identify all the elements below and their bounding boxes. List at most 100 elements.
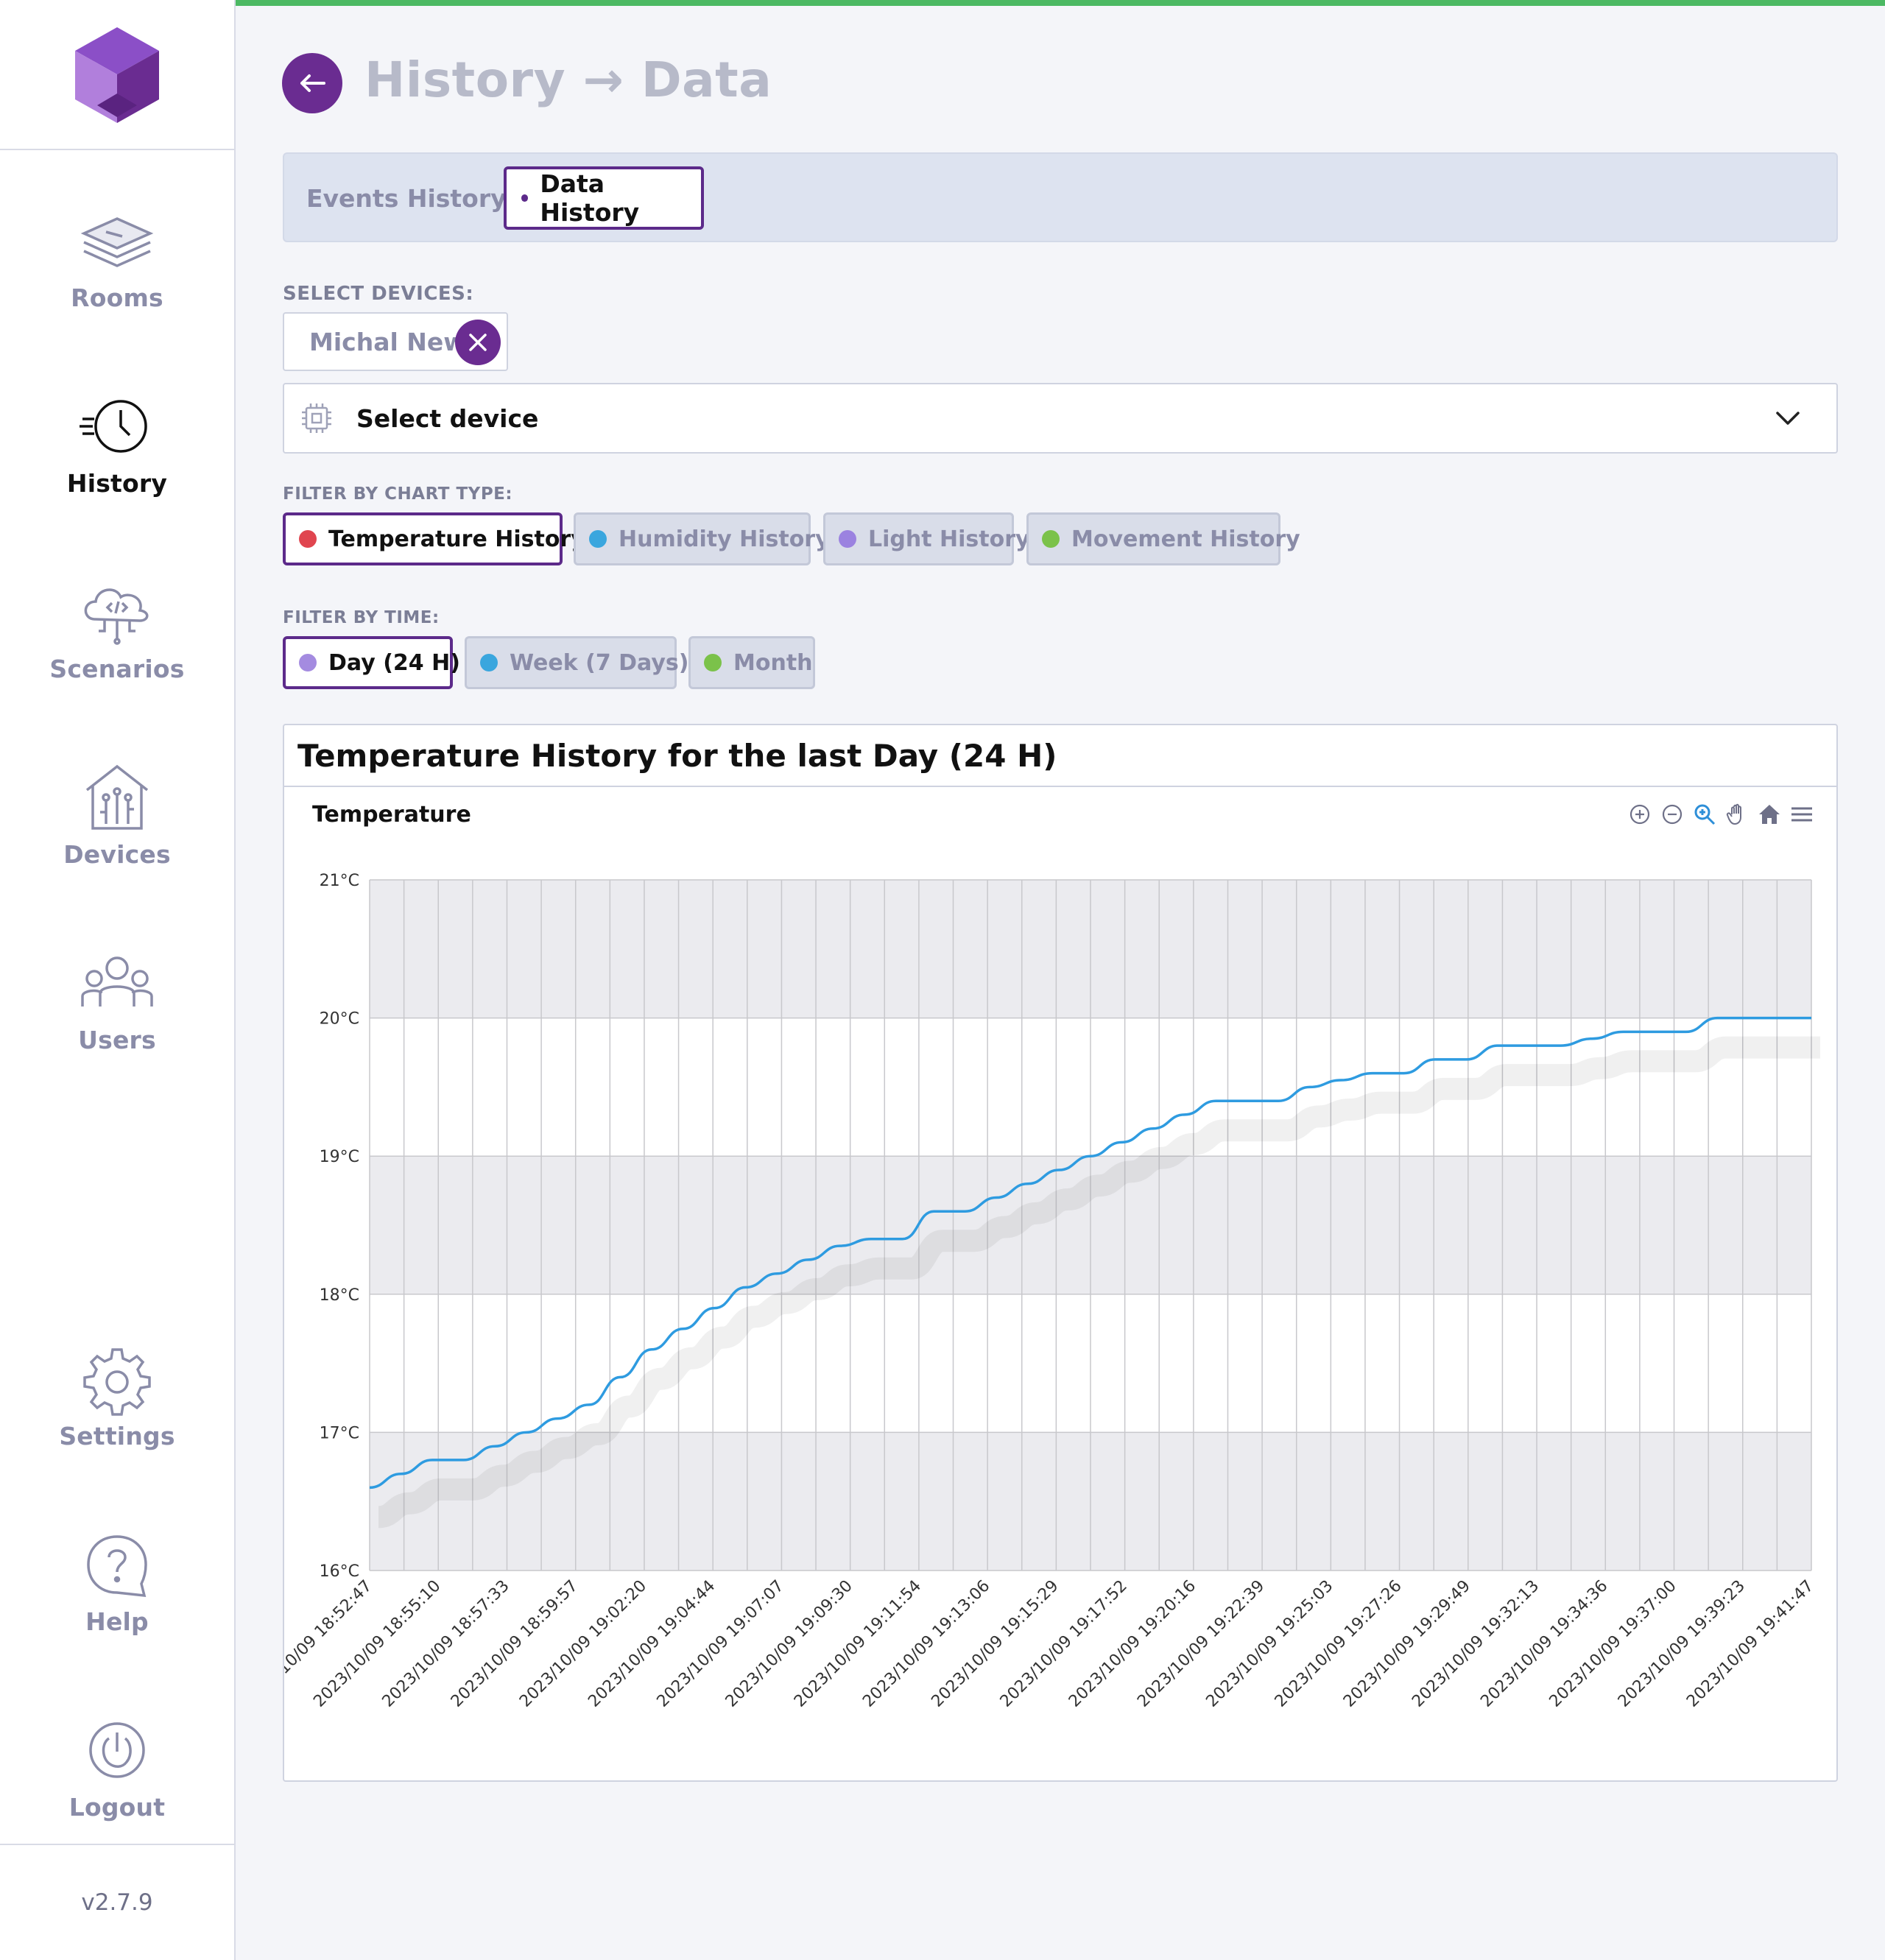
top-accent-bar	[236, 0, 1885, 6]
x-tick-label: 2023/10/09 19:20:16	[1065, 1577, 1199, 1711]
settings-icon	[83, 1347, 151, 1416]
x-tick-label: 2023/10/09 19:27:26	[1272, 1577, 1406, 1711]
sidebar: Rooms History Scenarios Devices	[0, 0, 236, 1960]
sidebar-item-label: Users	[78, 1025, 156, 1054]
y-tick-label: 18°C	[320, 1286, 359, 1305]
filter-temperature-history[interactable]: Temperature History	[283, 512, 585, 565]
filter-humidity-history[interactable]: Humidity History	[574, 512, 830, 565]
x-tick-label: 2023/10/09 19:22:39	[1134, 1577, 1268, 1711]
x-tick-label: 2023/10/09 19:17:52	[997, 1577, 1131, 1711]
x-tick-label: 2023/10/09 19:11:54	[791, 1577, 925, 1711]
pill-label: Week (7 Days)	[510, 649, 689, 676]
day-dot-icon	[299, 654, 317, 671]
pill-label: Month	[733, 649, 813, 676]
x-tick-label: 2023/10/09 19:07:07	[654, 1577, 788, 1711]
zoom-out-icon[interactable]	[1660, 802, 1685, 827]
sidebar-item-label: Scenarios	[49, 654, 185, 683]
sidebar-item-help[interactable]: Help	[0, 1508, 234, 1655]
chart-title: Temperature	[312, 802, 471, 828]
select-devices-label: SELECT DEVICES:	[283, 283, 474, 305]
back-button[interactable]	[282, 53, 342, 113]
x-tick-label: 2023/10/09 19:37:00	[1546, 1577, 1680, 1711]
sidebar-item-scenarios[interactable]: Scenarios	[0, 555, 234, 702]
arrow-left-icon	[300, 74, 325, 92]
selected-device-chip: Michal New	[283, 312, 508, 371]
chip-icon	[302, 403, 331, 433]
chart-toolbar	[1627, 802, 1814, 827]
filter-month[interactable]: Month	[688, 636, 815, 689]
device-select[interactable]: Select device	[283, 383, 1838, 454]
y-tick-label: 20°C	[320, 1010, 359, 1029]
tab-data-history[interactable]: Data History	[504, 166, 704, 230]
sidebar-item-users[interactable]: Users	[0, 926, 234, 1074]
history-icon	[80, 399, 147, 453]
filter-movement-history[interactable]: Movement History	[1026, 512, 1300, 565]
tabs-bar: Events History Data History	[283, 152, 1838, 242]
sidebar-item-rooms[interactable]: Rooms	[0, 184, 234, 331]
menu-icon[interactable]	[1789, 802, 1814, 827]
pill-label: Light History	[868, 526, 1030, 552]
tab-events-history[interactable]: Events History	[306, 183, 507, 213]
selection-zoom-icon[interactable]	[1692, 802, 1717, 827]
sidebar-item-label: Logout	[68, 1792, 166, 1822]
sidebar-item-logout[interactable]: Logout	[0, 1693, 234, 1841]
help-icon	[87, 1534, 147, 1597]
pill-label: Temperature History	[328, 526, 585, 552]
x-tick-label: 2023/10/09 19:29:49	[1340, 1577, 1474, 1711]
zoom-in-icon[interactable]	[1627, 802, 1652, 827]
filter-day[interactable]: Day (24 H)	[283, 636, 460, 689]
x-tick-label: 2023/10/09 19:32:13	[1409, 1577, 1543, 1711]
filter-week[interactable]: Week (7 Days)	[465, 636, 689, 689]
close-icon	[469, 334, 487, 351]
sidebar-item-label: Help	[85, 1607, 149, 1636]
app-version: v2.7.9	[0, 1844, 234, 1960]
x-tick-label: 2023/10/09 19:09:30	[722, 1577, 856, 1711]
x-tick-label: 2023/10/09 18:55:10	[310, 1577, 444, 1711]
chip-label: Michal New	[309, 327, 466, 356]
filter-light-history[interactable]: Light History	[823, 512, 1030, 565]
month-dot-icon	[704, 654, 722, 671]
series-shadow	[377, 1036, 1820, 1529]
chevron-down-icon	[1776, 412, 1800, 425]
pill-label: Day (24 H)	[328, 649, 460, 676]
logo[interactable]	[0, 0, 234, 150]
humidity-dot-icon	[589, 530, 607, 548]
x-tick-label: 2023/10/09 19:34:36	[1477, 1577, 1611, 1711]
temperature-dot-icon	[299, 530, 317, 548]
tab-label: Data History	[540, 169, 640, 227]
pill-label: Humidity History	[619, 526, 830, 552]
y-tick-label: 19°C	[320, 1148, 359, 1166]
x-tick-label: 2023/10/09 19:15:29	[928, 1577, 1062, 1711]
chart-card-title: Temperature History for the last Day (24…	[297, 737, 1057, 774]
x-tick-label: 2023/10/09 18:57:33	[379, 1577, 513, 1711]
y-tick-label: 16°C	[320, 1562, 359, 1581]
pan-icon[interactable]	[1724, 802, 1750, 827]
x-tick-label: 2023/10/09 19:04:44	[585, 1577, 719, 1711]
sidebar-item-settings[interactable]: Settings	[0, 1322, 234, 1470]
x-tick-label: 2023/10/09 19:25:03	[1202, 1577, 1336, 1711]
x-tick-label: 2023/10/09 19:02:20	[516, 1577, 650, 1711]
x-tick-label: 2023/10/09 18:59:57	[448, 1577, 582, 1711]
time-filter-label: FILTER BY TIME:	[283, 608, 440, 627]
x-tick-label: 2023/10/09 19:41:47	[1683, 1577, 1817, 1711]
y-tick-label: 17°C	[320, 1424, 359, 1442]
sidebar-item-label: Rooms	[71, 283, 163, 312]
temperature-series-line	[369, 1016, 1811, 1490]
logout-icon	[89, 1721, 145, 1778]
sidebar-item-devices[interactable]: Devices	[0, 741, 234, 888]
x-tick-label: 2023/10/09 19:13:06	[859, 1577, 993, 1711]
sidebar-item-history[interactable]: History	[0, 370, 234, 517]
chart-card: Temperature History for the last Day (24…	[283, 724, 1838, 1782]
pill-label: Movement History	[1071, 526, 1300, 552]
x-tick-label: 2023/10/09 19:39:23	[1615, 1577, 1749, 1711]
chart-card-header: Temperature History for the last Day (24…	[284, 725, 1836, 787]
y-tick-label: 21°C	[320, 872, 359, 890]
light-dot-icon	[839, 530, 856, 548]
remove-device-button[interactable]	[455, 320, 501, 365]
sidebar-item-label: Settings	[59, 1421, 175, 1450]
users-icon	[81, 956, 153, 1007]
page-title: History → Data	[364, 52, 772, 108]
reset-home-icon[interactable]	[1757, 802, 1782, 827]
cube-logo-icon	[75, 27, 159, 123]
